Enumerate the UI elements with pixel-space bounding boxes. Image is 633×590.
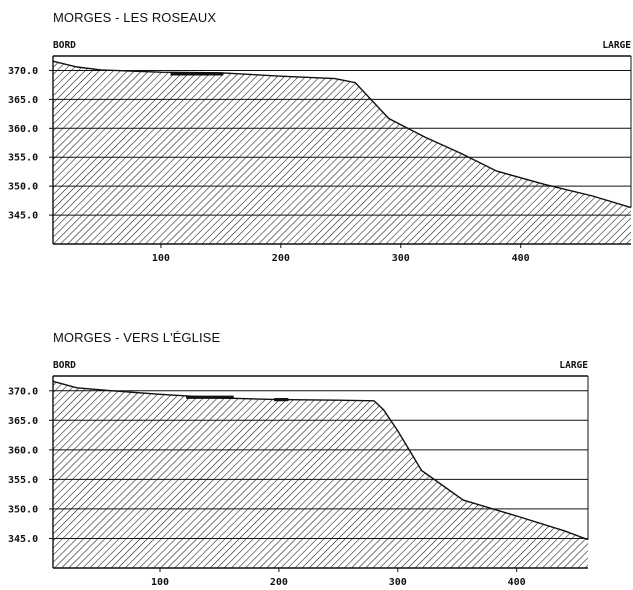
y-tick-label: 365.0 xyxy=(8,95,38,106)
right-side-label: LARGE xyxy=(602,40,631,51)
y-tick-label: 345.0 xyxy=(8,211,38,222)
x-tick-label: 300 xyxy=(389,577,407,588)
profile-panel-2: MORGES - VERS L'ÉGLISE 370.0 365.0 360.0 35… xyxy=(0,318,633,590)
left-side-label: BORD xyxy=(53,40,76,51)
profile-chart: 370.0 365.0 360.0 355.0 350.0 345.0 100 200 300 4… xyxy=(8,40,632,264)
y-tick-label: 355.0 xyxy=(8,153,38,164)
y-tick-label: 350.0 xyxy=(8,182,38,193)
y-tick-label: 345.0 xyxy=(8,534,38,545)
y-tick-label: 365.0 xyxy=(8,416,38,427)
x-tick-label: 300 xyxy=(392,253,410,264)
x-tick-label: 400 xyxy=(508,577,526,588)
x-tick-label: 200 xyxy=(272,253,290,264)
x-tick-label: 100 xyxy=(151,577,169,588)
profile-line xyxy=(52,60,632,209)
profile-panel-1: MORGES - LES ROSEAUX 370.0 365.0 360.0 355.… xyxy=(0,0,633,290)
chart-title: MORGES - LES ROSEAUX xyxy=(53,10,217,25)
chart-title: MORGES - VERS L'ÉGLISE xyxy=(53,330,221,345)
y-tick-label: 360.0 xyxy=(8,445,38,456)
y-tick-label: 350.0 xyxy=(8,504,38,515)
left-side-label: BORD xyxy=(53,360,76,371)
y-tick-label: 355.0 xyxy=(8,475,38,486)
profile-line xyxy=(52,380,589,541)
profile-chart: 370.0 365.0 360.0 355.0 350.0 345.0 100 200 300 4… xyxy=(8,360,589,588)
right-side-label: LARGE xyxy=(559,360,588,371)
x-tick-label: 200 xyxy=(270,577,288,588)
hatched-area xyxy=(53,61,631,245)
y-tick-label: 360.0 xyxy=(8,124,38,135)
y-tick-label: 370.0 xyxy=(8,66,38,77)
hatched-area xyxy=(53,381,588,568)
y-tick-label: 370.0 xyxy=(8,386,38,397)
x-tick-label: 400 xyxy=(512,253,530,264)
x-tick-label: 100 xyxy=(152,253,170,264)
